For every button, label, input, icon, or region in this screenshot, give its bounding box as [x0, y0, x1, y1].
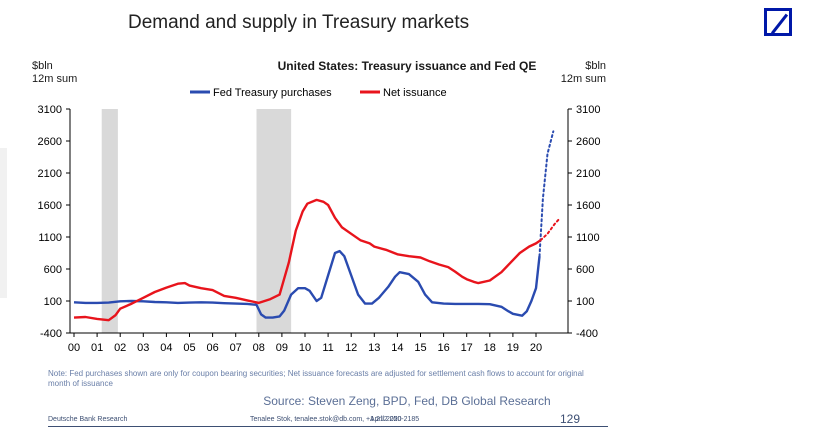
x-tick-label: 17 — [461, 342, 473, 354]
x-tick-label: 16 — [437, 342, 449, 354]
projection-line — [539, 218, 561, 242]
right-y-tick-label: 600 — [576, 264, 594, 276]
x-tick-label: 07 — [230, 342, 242, 354]
right-y-tick-label: -400 — [576, 328, 598, 340]
x-tick-label: 18 — [484, 342, 496, 354]
legend-label: Net issuance — [383, 87, 447, 99]
right-y-tick-label: 1100 — [576, 232, 600, 244]
slide-title: Demand and supply in Treasury markets — [128, 12, 470, 33]
x-tick-label: 15 — [414, 342, 426, 354]
right-y-tick-label: 100 — [576, 296, 594, 308]
x-tick-label: 20 — [530, 342, 542, 354]
x-tick-label: 03 — [137, 342, 149, 354]
x-tick-label: 01 — [91, 342, 103, 354]
chart-source: Source: Steven Zeng, BPD, Fed, DB Global… — [263, 394, 551, 408]
x-tick-label: 04 — [160, 342, 172, 354]
left-axis-unit-text: $bln 12m sum — [32, 60, 78, 85]
left-y-tick-label: 3100 — [38, 104, 62, 116]
x-tick-label: 02 — [114, 342, 126, 354]
footer-author: Tenalee Stok, tenalee.stok@db.com, +1 21… — [250, 416, 420, 423]
x-tick-label: 11 — [322, 342, 333, 354]
footer-date: April 2020 — [370, 416, 402, 423]
left-y-tick-label: -400 — [40, 328, 62, 340]
recession-band — [256, 109, 292, 333]
recession-band — [101, 109, 118, 333]
x-tick-label: 00 — [68, 342, 80, 354]
glare — [0, 148, 7, 298]
right-y-tick-label: 1600 — [576, 200, 600, 212]
left-axis-unit: $bln 12m sum — [32, 60, 77, 86]
footer-rule — [48, 426, 608, 427]
chart-title: United States: Treasury issuance and Fed… — [277, 59, 537, 73]
chart-note: Note: Fed purchases shown are only for c… — [48, 369, 584, 388]
series-line — [73, 198, 542, 322]
left-y-tick-label: 600 — [44, 264, 62, 276]
left-y-tick-label: 1100 — [38, 232, 62, 244]
x-tick-label: 06 — [206, 342, 218, 354]
left-y-tick-label: 100 — [44, 296, 62, 308]
x-tick-label: 05 — [183, 342, 195, 354]
x-tick-label: 14 — [391, 342, 403, 354]
left-y-tick-label: 1600 — [38, 200, 62, 212]
deutsche-bank-logo — [764, 8, 792, 36]
x-tick-label: 19 — [507, 342, 519, 354]
x-tick-label: 13 — [368, 342, 380, 354]
series-line — [73, 249, 541, 319]
page-number: 129 — [560, 412, 581, 426]
projection-line — [538, 130, 555, 258]
right-y-tick-label: 3100 — [576, 104, 600, 116]
right-axis-unit: $bln 12m sum — [561, 60, 606, 86]
right-y-tick-label: 2100 — [576, 168, 600, 180]
legend-label: Fed Treasury purchases — [213, 87, 332, 99]
left-y-tick-label: 2600 — [38, 136, 62, 148]
footer-brand: Deutsche Bank Research — [48, 416, 128, 423]
x-tick-label: 09 — [276, 342, 288, 354]
right-axis-unit-text: $bln 12m sum — [560, 60, 606, 85]
right-y-tick-label: 2600 — [576, 136, 600, 148]
x-tick-label: 10 — [299, 342, 311, 354]
x-tick-label: 12 — [345, 342, 357, 354]
left-y-tick-label: 2100 — [38, 168, 62, 180]
x-tick-label: 08 — [253, 342, 265, 354]
